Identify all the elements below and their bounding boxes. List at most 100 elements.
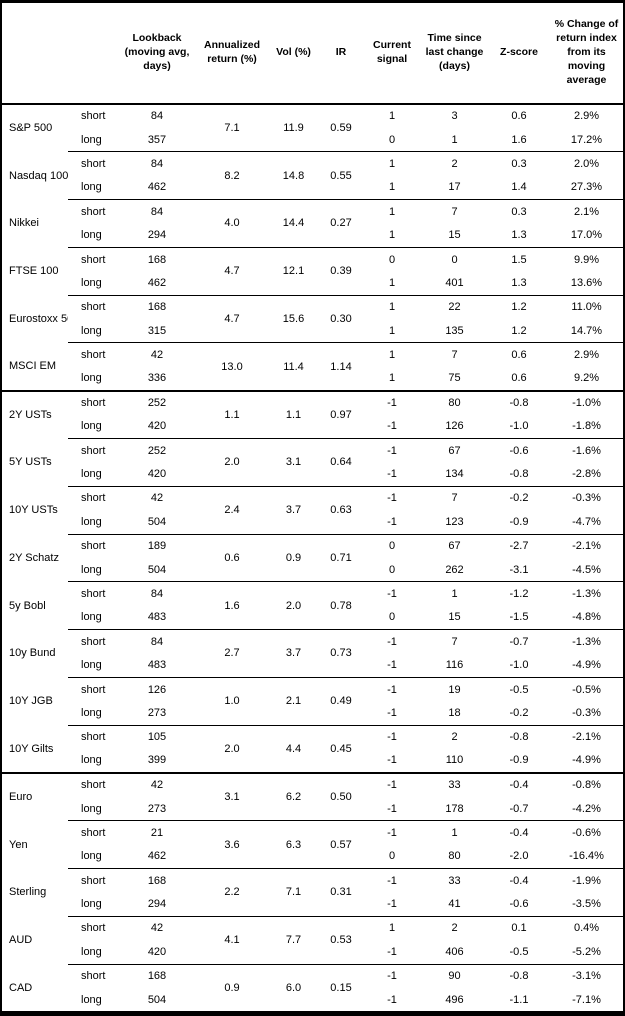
vol-value: 3.7 (268, 629, 319, 678)
annualized-return-value: 4.7 (196, 294, 268, 343)
lookback-value: 126 (118, 676, 196, 702)
z-score-value: -3.1 (509, 563, 529, 576)
table-row: 2Y USTs short 252 1.1 1.1 0.97 -1 80 -0.8 -1.0% (2, 389, 623, 439)
horizon-label: long (81, 276, 102, 289)
time-since-change-value: 123 (445, 515, 464, 528)
pct-change-value: 2.9% (550, 103, 623, 128)
horizon-label: long (81, 945, 102, 958)
col-header-ir: IR (319, 3, 363, 105)
lookback-value: 462 (147, 276, 167, 289)
z-score-value: -0.8 (488, 389, 550, 415)
pct-change-value: 2.0% (550, 151, 623, 176)
pct-change-value: -1.0% (550, 389, 623, 415)
lookback-value: 84 (118, 581, 196, 606)
z-score-value: -0.5 (488, 676, 550, 702)
asset-name: 10Y USTs (9, 504, 58, 517)
lookback-value: 42 (118, 771, 196, 797)
pct-change-value: 17.0% (570, 229, 603, 242)
horizon-label: short (68, 963, 118, 988)
horizon-label: long (81, 611, 102, 624)
table-row: 2Y Schatz short 189 0.6 0.9 0.71 0 67 -2.7 -2.1% (2, 533, 623, 582)
pct-change-value: -0.8% (550, 771, 623, 797)
lookback-value: 168 (118, 294, 196, 320)
annualized-return-value: 3.1 (196, 771, 268, 821)
current-signal-value: 1 (363, 151, 421, 176)
lookback-value: 189 (118, 533, 196, 558)
horizon-label: short (68, 103, 118, 128)
z-score-value: -1.0 (509, 659, 529, 672)
z-score-value: 0.1 (488, 915, 550, 941)
time-since-change-value: 41 (448, 898, 461, 911)
annualized-return-value: 2.4 (196, 485, 268, 535)
table-row: 5y Bobl short 84 1.6 2.0 0.78 -1 1 -1.2 -1.3% (2, 581, 623, 630)
momentum-table: Lookback (moving avg, days) Annualized r… (2, 3, 623, 1011)
lookback-value: 168 (118, 868, 196, 893)
z-score-value: 0.6 (511, 372, 527, 385)
pct-change-value: -1.8% (572, 420, 601, 433)
time-since-change-value: 7 (421, 629, 488, 654)
table-row: AUD short 42 4.1 7.7 0.53 1 2 0.1 0.4% (2, 915, 623, 965)
horizon-label: long (81, 802, 102, 815)
current-signal-value: -1 (387, 802, 397, 815)
current-signal-value: -1 (363, 629, 421, 654)
time-since-change-value: 110 (445, 754, 464, 767)
current-signal-value: 0 (388, 563, 396, 576)
ir-value: 0.97 (319, 389, 363, 439)
z-score-value: 0.6 (488, 342, 550, 367)
time-since-change-value: 7 (421, 485, 488, 511)
pct-change-value: -0.5% (550, 676, 623, 702)
ir-value: 0.53 (319, 915, 363, 965)
pct-change-value: 27.3% (570, 181, 603, 194)
time-since-change-value: 496 (445, 993, 464, 1006)
table-row: 10Y Gilts short 105 2.0 4.4 0.45 -1 2 -0.8 -2.1% (2, 724, 623, 773)
vol-value: 6.0 (268, 963, 319, 1011)
time-since-change-value: 80 (421, 389, 488, 415)
current-signal-value: -1 (387, 659, 397, 672)
horizon-label: short (68, 246, 118, 272)
current-signal-value: 0 (388, 611, 396, 624)
current-signal-value: -1 (363, 724, 421, 750)
horizon-label: short (68, 771, 118, 797)
table-row: Sterling short 168 2.2 7.1 0.31 -1 33 -0.4 -1.9% (2, 868, 623, 917)
vol-value: 14.4 (268, 199, 319, 248)
annualized-return-value: 0.6 (196, 533, 268, 582)
asset-name: Nasdaq 100 (9, 169, 68, 182)
horizon-label: long (81, 372, 102, 385)
col-header-lookback: Lookback (moving avg, days) (118, 3, 196, 105)
ir-value: 0.78 (319, 581, 363, 630)
horizon-label: short (68, 437, 118, 463)
current-signal-value: -1 (363, 820, 421, 845)
current-signal-value: -1 (387, 754, 397, 767)
current-signal-value: -1 (387, 945, 397, 958)
z-score-value: 0.6 (488, 103, 550, 128)
current-signal-value: 1 (388, 372, 396, 385)
lookback-value: 21 (118, 820, 196, 845)
pct-change-value: -7.1% (572, 993, 601, 1006)
lookback-value: 315 (147, 324, 167, 337)
table-row: long 483 0 15 -1.5 -4.8% (2, 606, 623, 630)
time-since-change-value: 18 (448, 706, 461, 719)
current-signal-value: 0 (388, 850, 396, 863)
pct-change-value: -2.8% (572, 468, 601, 481)
current-signal-value: -1 (387, 898, 397, 911)
lookback-value: 420 (147, 468, 167, 481)
table-row: 10y Bund short 84 2.7 3.7 0.73 -1 7 -0.7 -1.3% (2, 629, 623, 678)
horizon-label: short (68, 294, 118, 320)
z-score-value: -0.7 (488, 629, 550, 654)
pct-change-value: -4.5% (572, 563, 601, 576)
vol-value: 6.2 (268, 771, 319, 821)
z-score-value: -1.1 (509, 993, 529, 1006)
pct-change-value: 2.1% (550, 199, 623, 224)
current-signal-value: 1 (388, 276, 396, 289)
table-row: FTSE 100 short 168 4.7 12.1 0.39 0 0 1.5 9.9% (2, 246, 623, 296)
z-score-value: -0.4 (488, 771, 550, 797)
vol-value: 15.6 (268, 294, 319, 343)
time-since-change-value: 135 (445, 324, 464, 337)
pct-change-value: -5.2% (572, 945, 601, 958)
lookback-value: 42 (118, 915, 196, 941)
annualized-return-value: 2.7 (196, 629, 268, 678)
pct-change-value: -4.8% (572, 611, 601, 624)
table-row: long 462 1 17 1.4 27.3% (2, 176, 623, 200)
horizon-label: short (68, 915, 118, 941)
z-score-value: -0.9 (509, 754, 529, 767)
